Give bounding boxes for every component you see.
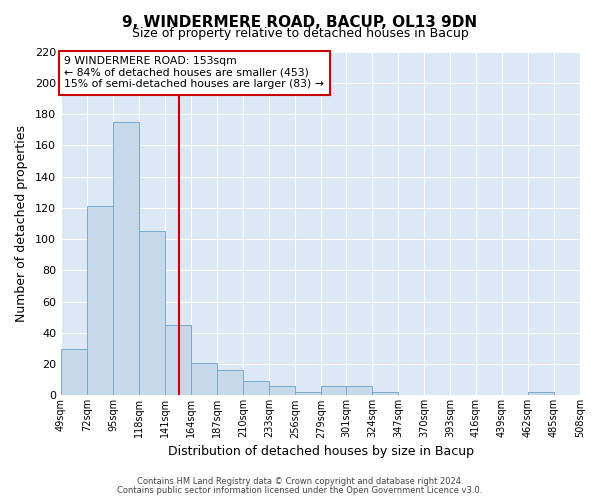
Bar <box>191 362 217 396</box>
Bar <box>87 206 113 396</box>
Y-axis label: Number of detached properties: Number of detached properties <box>15 125 28 322</box>
Bar <box>217 370 243 396</box>
Bar <box>528 392 554 396</box>
Text: Size of property relative to detached houses in Bacup: Size of property relative to detached ho… <box>131 28 469 40</box>
X-axis label: Distribution of detached houses by size in Bacup: Distribution of detached houses by size … <box>167 444 473 458</box>
Bar <box>269 386 295 396</box>
Text: Contains HM Land Registry data © Crown copyright and database right 2024.: Contains HM Land Registry data © Crown c… <box>137 477 463 486</box>
Bar <box>165 325 191 396</box>
Bar <box>113 122 139 396</box>
Bar <box>295 392 321 396</box>
Text: Contains public sector information licensed under the Open Government Licence v3: Contains public sector information licen… <box>118 486 482 495</box>
Bar <box>346 386 372 396</box>
Text: 9 WINDERMERE ROAD: 153sqm
← 84% of detached houses are smaller (453)
15% of semi: 9 WINDERMERE ROAD: 153sqm ← 84% of detac… <box>64 56 325 90</box>
Bar <box>139 232 165 396</box>
Text: 9, WINDERMERE ROAD, BACUP, OL13 9DN: 9, WINDERMERE ROAD, BACUP, OL13 9DN <box>122 15 478 30</box>
Bar <box>61 348 87 396</box>
Bar <box>243 382 269 396</box>
Bar <box>372 392 398 396</box>
Bar <box>321 386 346 396</box>
